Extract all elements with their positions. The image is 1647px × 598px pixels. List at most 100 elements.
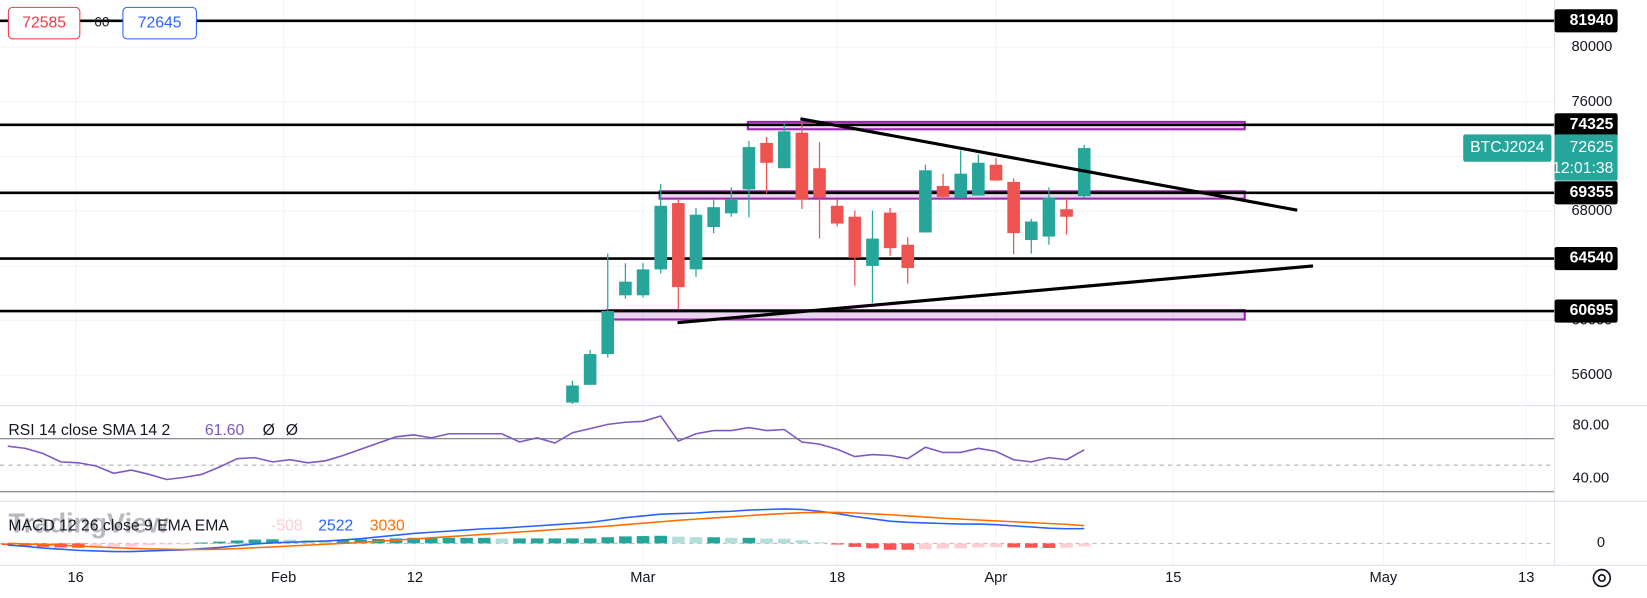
sell-price: 72585 xyxy=(22,14,66,31)
symbol-label-bg xyxy=(1463,134,1552,162)
histogram-bar xyxy=(495,538,509,544)
last-price-bg xyxy=(1554,134,1618,181)
histogram-bar xyxy=(777,538,791,544)
level-label: 69355 xyxy=(1570,184,1614,201)
labels: TradingView 72585 60 72645 16 Feb 12 Mar 18 A… xyxy=(7,6,1618,586)
level-label-bg xyxy=(1554,113,1618,137)
level-label: 74325 xyxy=(1570,116,1614,133)
histogram-bar xyxy=(460,537,473,544)
x-tick-label: Apr xyxy=(984,570,1007,586)
candle-body xyxy=(583,354,597,385)
candle-body xyxy=(954,173,967,198)
level-label: 60695 xyxy=(1570,302,1614,319)
histogram-bar xyxy=(672,536,685,544)
histogram-bar xyxy=(654,535,668,544)
x-tick-label: May xyxy=(1370,570,1398,586)
candle-body xyxy=(901,244,915,268)
histogram-bar xyxy=(248,539,262,544)
candle-body xyxy=(689,214,703,270)
histogram-bar xyxy=(848,543,862,547)
histogram-bar xyxy=(1077,543,1091,547)
x-tick-label: 12 xyxy=(407,570,423,586)
candle-body xyxy=(813,168,826,198)
y-tick-label: 68000 xyxy=(1572,203,1613,219)
histogram-bar xyxy=(354,539,368,544)
candle-body xyxy=(989,164,1003,181)
x-tick-label: 18 xyxy=(829,570,845,586)
x-tick-label: 16 xyxy=(67,570,83,586)
histogram-bar xyxy=(866,543,879,549)
level-label: 64540 xyxy=(1570,250,1614,267)
levels xyxy=(0,19,1555,313)
candle-body xyxy=(883,212,897,249)
candle-body xyxy=(919,170,932,233)
last-price: 72625 xyxy=(1570,139,1614,156)
x-tick-label: Feb xyxy=(271,570,296,586)
histogram-bar xyxy=(954,543,967,549)
histogram-bar xyxy=(813,542,826,544)
candle-body xyxy=(795,132,809,200)
trendline xyxy=(677,264,1314,325)
histogram-bar xyxy=(601,537,615,544)
histogram-bar xyxy=(230,540,244,544)
histogram-bar xyxy=(1060,543,1073,548)
histogram-bar xyxy=(442,537,456,544)
countdown: 12:01:38 xyxy=(1552,160,1614,177)
histogram-bar xyxy=(530,538,544,544)
trendlines xyxy=(677,117,1314,325)
histogram-bar xyxy=(919,543,932,550)
settings-icon[interactable] xyxy=(1592,568,1612,588)
y-tick-label: 40.00 xyxy=(1572,470,1609,486)
histogram-bar xyxy=(266,539,279,544)
candle-body xyxy=(672,203,685,288)
x-tick-label: 13 xyxy=(1518,570,1534,586)
x-tick-label: 15 xyxy=(1165,570,1181,586)
histogram-bar xyxy=(195,542,209,544)
buy-button[interactable] xyxy=(122,6,197,40)
candle-body xyxy=(848,216,862,258)
histogram-bar xyxy=(989,543,1003,548)
quantity: 60 xyxy=(94,15,110,30)
candle-body xyxy=(742,147,756,190)
rsi-line xyxy=(7,415,1085,481)
indicator-title: RSI 14 close SMA 14 2 xyxy=(8,422,170,439)
histogram-bar xyxy=(795,540,809,544)
histogram-bar xyxy=(972,543,985,548)
candle-body xyxy=(1024,221,1038,240)
histogram-bar xyxy=(513,538,526,544)
candle-body xyxy=(936,185,950,197)
candle-body xyxy=(1042,197,1056,237)
candle-body xyxy=(866,238,879,266)
histogram-bar xyxy=(1024,543,1038,548)
histogram-bar xyxy=(1042,543,1056,549)
histogram-bar xyxy=(213,541,226,544)
sell-button[interactable] xyxy=(7,6,81,40)
candle-body xyxy=(707,207,720,227)
indicator-extra: Ø xyxy=(263,422,275,439)
candle-body xyxy=(654,205,668,270)
histogram-bar xyxy=(160,543,173,545)
watermark: TradingView xyxy=(8,508,169,539)
signal-value: 3030 xyxy=(370,518,405,535)
symbol-label: BTCJ2024 xyxy=(1470,139,1545,156)
grid: 56000600006400068000720007600080000 xyxy=(0,0,1613,566)
y-tick-label: 80000 xyxy=(1572,39,1613,55)
trendline xyxy=(800,117,1298,212)
histogram-value: -508 xyxy=(271,518,303,535)
histogram-bar xyxy=(177,543,191,545)
candle-body xyxy=(724,198,738,214)
histogram-bar xyxy=(336,539,350,544)
indicator-value: 61.60 xyxy=(205,422,245,439)
histogram-bar xyxy=(760,538,773,544)
y-tick-label: 80.00 xyxy=(1572,417,1609,433)
histogram-bar xyxy=(1007,543,1020,548)
histogram-bar xyxy=(407,537,420,544)
histogram-bar xyxy=(707,537,720,544)
histogram-bar xyxy=(107,543,120,548)
settings-icon-center xyxy=(1597,574,1606,583)
indicator-extra: Ø xyxy=(286,422,298,439)
histogram-bar xyxy=(583,538,597,544)
histogram-bar xyxy=(89,543,103,548)
